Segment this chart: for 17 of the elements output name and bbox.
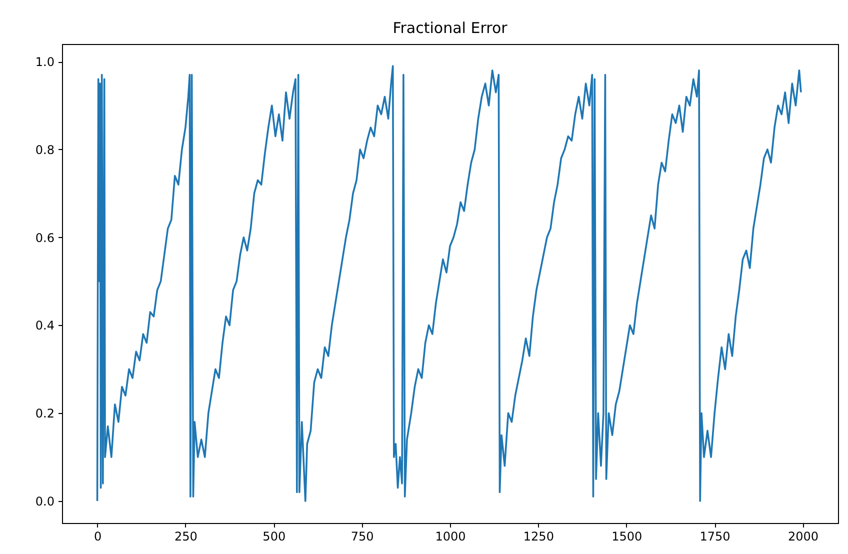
x-tick-label: 1500 (612, 530, 642, 544)
y-tick-label: 0.0 (35, 494, 54, 509)
y-tick-label: 0.2 (35, 406, 54, 421)
x-tick-label: 1750 (700, 530, 730, 544)
y-tick-label: 0.6 (35, 230, 54, 245)
x-tick-label: 250 (174, 530, 198, 544)
x-tick-label: 1000 (435, 530, 466, 544)
x-tick-label: 0 (94, 530, 102, 544)
y-tick-label: 0.8 (35, 142, 54, 157)
line-series (96, 65, 802, 502)
y-tick-label: 1.0 (35, 55, 54, 70)
x-tick-label: 1250 (523, 530, 554, 544)
chart-title: Fractional Error (392, 19, 508, 37)
x-tick-label: 750 (350, 530, 374, 544)
y-tick-label: 0.4 (35, 318, 54, 333)
x-tick-label: 2000 (788, 530, 818, 544)
x-tick-label: 500 (262, 530, 286, 544)
